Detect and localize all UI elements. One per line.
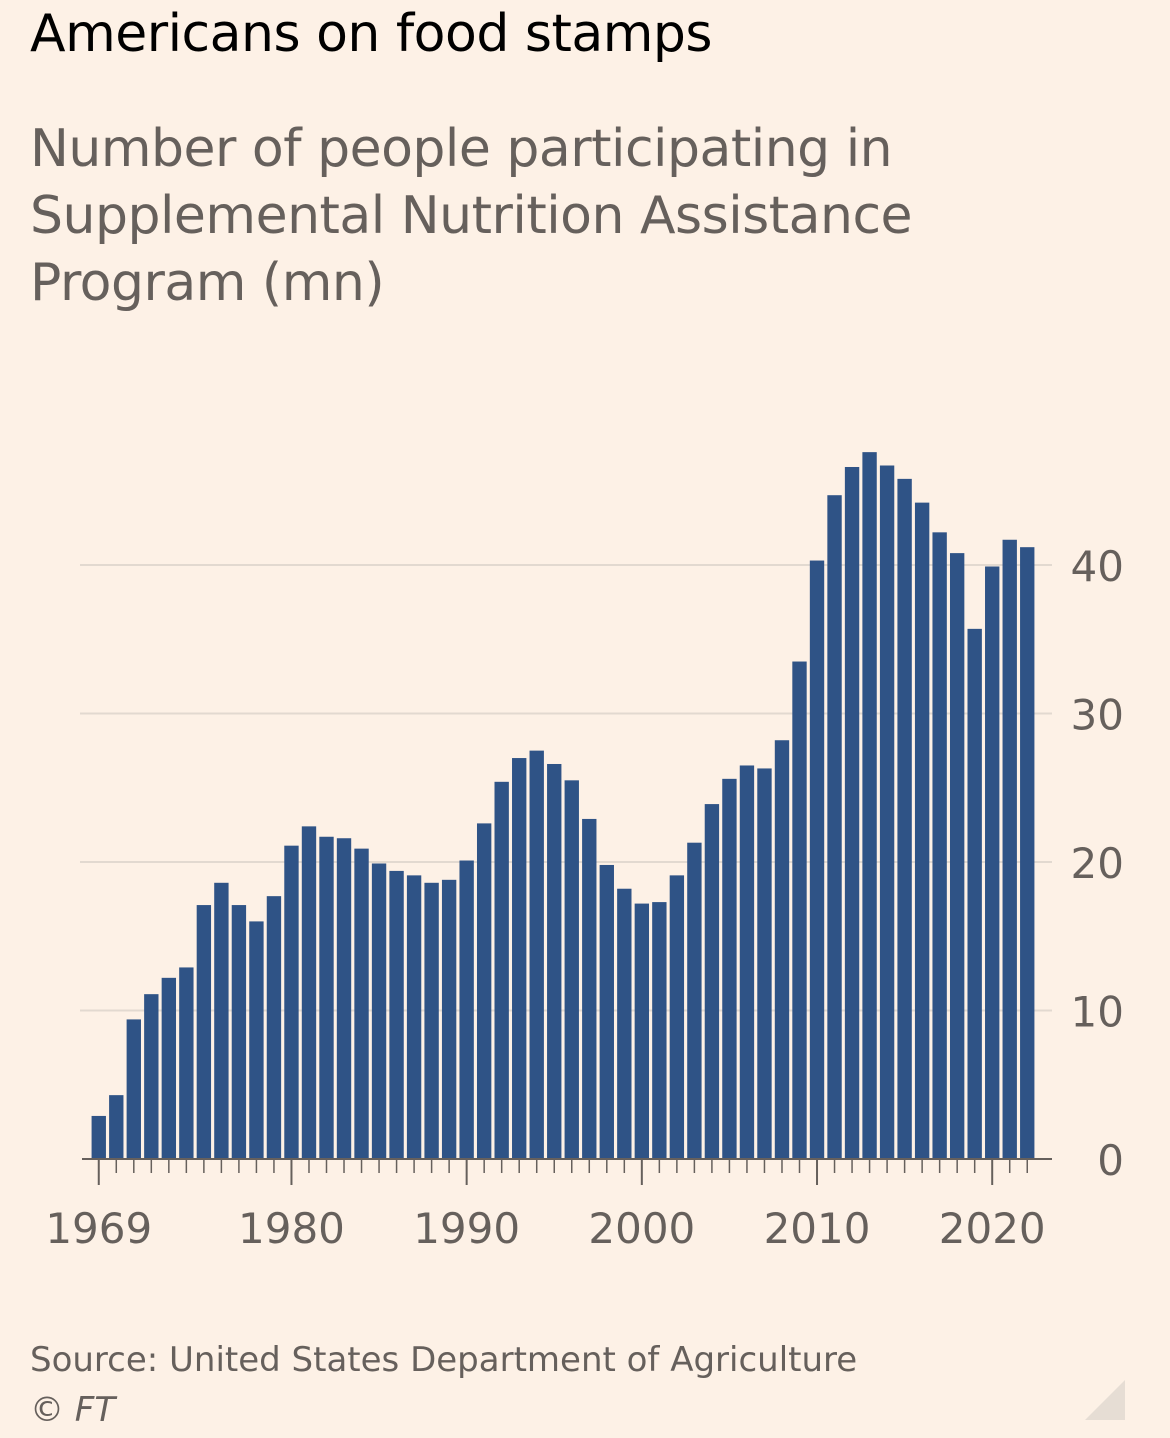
x-tick-label-2020: 2020 xyxy=(939,1204,1046,1253)
bar-2002 xyxy=(669,875,685,1159)
y-tick-label-20: 20 xyxy=(1071,839,1124,888)
bar-1995 xyxy=(547,763,562,1159)
resize-corner-icon xyxy=(1085,1380,1125,1420)
x-tick-label-1990: 1990 xyxy=(413,1204,520,1253)
bar-2001 xyxy=(652,902,667,1159)
bar-1974 xyxy=(179,967,194,1159)
bar-1991 xyxy=(476,823,492,1159)
bar-1985 xyxy=(371,863,387,1159)
bar-2008 xyxy=(774,740,790,1159)
bar-2016 xyxy=(914,502,930,1159)
y-tick-label-0: 0 xyxy=(1097,1136,1124,1185)
x-axis xyxy=(82,1158,1052,1185)
bar-2009 xyxy=(792,661,807,1159)
bar-2006 xyxy=(739,765,755,1159)
bar-1981 xyxy=(301,826,317,1159)
bar-1989 xyxy=(441,879,457,1159)
bar-1992 xyxy=(494,781,509,1159)
bar-2012 xyxy=(844,466,860,1159)
bar-1976 xyxy=(214,882,229,1159)
bar-1971 xyxy=(126,1019,141,1159)
bar-1975 xyxy=(196,905,212,1159)
y-tick-label-30: 30 xyxy=(1071,691,1124,740)
bar-chart: 0 10 20 30 40 1969 1980 1990 2000 2010 2020 xyxy=(45,452,1124,1253)
bar-1983 xyxy=(336,838,352,1159)
bars xyxy=(91,452,1035,1160)
bar-2015 xyxy=(897,478,912,1159)
bar-1972 xyxy=(144,994,159,1159)
bar-2004 xyxy=(704,804,720,1159)
bar-2000 xyxy=(634,903,650,1159)
bar-2007 xyxy=(757,768,772,1159)
y-tick-label-10: 10 xyxy=(1071,988,1124,1037)
bar-1999 xyxy=(617,888,632,1159)
chart-title: Americans on food stamps xyxy=(30,4,712,64)
bar-1978 xyxy=(249,921,264,1159)
bar-2003 xyxy=(687,842,702,1159)
chart-subtitle: Number of people participating in Supple… xyxy=(30,119,913,313)
tick-labels: 0 10 20 30 40 1969 1980 1990 2000 2010 2020 xyxy=(45,542,1124,1253)
x-tick-label-2010: 2010 xyxy=(764,1204,871,1253)
bar-2022 xyxy=(1020,547,1035,1159)
bar-2021 xyxy=(1002,539,1017,1159)
bar-1969 xyxy=(91,1115,106,1159)
source-note: Source: United States Department of Agri… xyxy=(30,1340,858,1380)
bar-1977 xyxy=(231,905,247,1159)
bar-1973 xyxy=(161,977,177,1159)
bar-2010 xyxy=(809,560,825,1159)
bar-2020 xyxy=(985,566,1000,1159)
bar-2005 xyxy=(722,778,737,1159)
x-tick-label-1969: 1969 xyxy=(45,1204,152,1253)
bar-1970 xyxy=(109,1095,124,1159)
bar-1982 xyxy=(319,836,334,1159)
bar-1986 xyxy=(389,870,404,1159)
bar-2014 xyxy=(879,465,895,1159)
bar-1979 xyxy=(266,896,282,1159)
bar-2011 xyxy=(827,495,842,1160)
bar-1990 xyxy=(459,860,474,1159)
bar-2017 xyxy=(932,532,947,1159)
bar-1984 xyxy=(354,848,369,1159)
bar-1994 xyxy=(529,750,544,1159)
bar-2019 xyxy=(967,628,982,1159)
x-tick-label-1980: 1980 xyxy=(238,1204,345,1253)
bar-1996 xyxy=(564,780,579,1159)
x-tick-label-2000: 2000 xyxy=(588,1204,695,1253)
bar-1988 xyxy=(424,882,439,1159)
y-tick-label-40: 40 xyxy=(1071,542,1124,591)
copyright-note: © FT xyxy=(30,1390,116,1430)
bar-2018 xyxy=(949,553,965,1159)
bar-1997 xyxy=(582,818,597,1159)
bar-1980 xyxy=(284,845,299,1159)
bar-1993 xyxy=(512,758,527,1159)
bar-1998 xyxy=(599,864,614,1159)
bar-1987 xyxy=(406,875,422,1159)
bar-2013 xyxy=(862,452,877,1159)
